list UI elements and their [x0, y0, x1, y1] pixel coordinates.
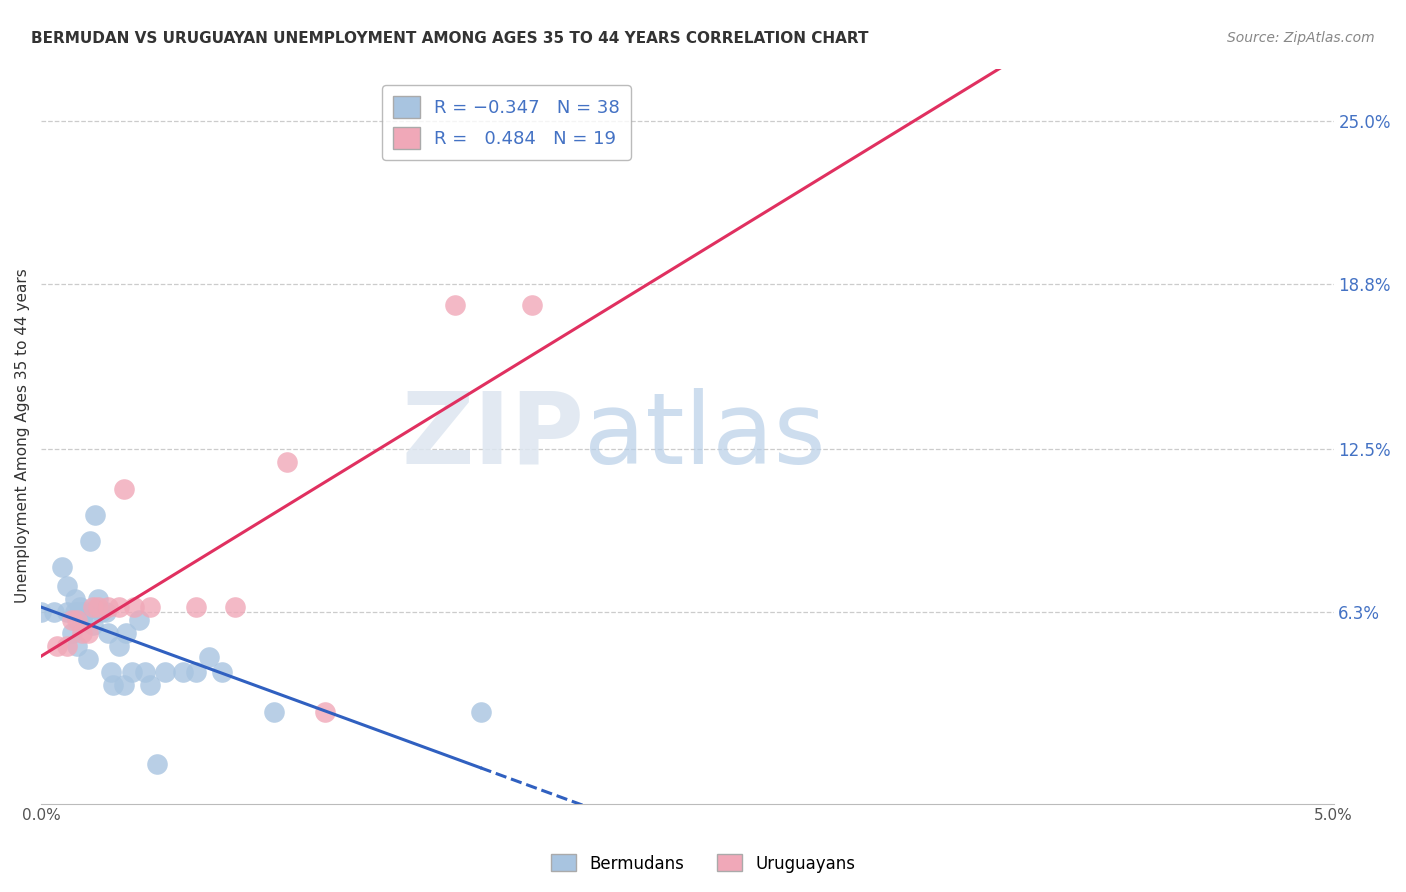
Point: [60, 613, 83, 627]
Point: [138, 678, 160, 692]
Point: [100, 665, 122, 680]
Point: [134, 665, 156, 680]
Point: [66, 639, 89, 653]
Point: [186, 599, 208, 614]
Legend: Bermudans, Uruguayans: Bermudans, Uruguayans: [544, 847, 862, 880]
Point: [79, 534, 101, 549]
Point: [522, 298, 544, 312]
Point: [56, 639, 79, 653]
Point: [107, 639, 129, 653]
Point: [97, 599, 120, 614]
Point: [314, 705, 336, 719]
Point: [69, 599, 91, 614]
Point: [82, 599, 104, 614]
Point: [51, 560, 73, 574]
Point: [138, 599, 160, 614]
Point: [56, 579, 79, 593]
Point: [72, 626, 94, 640]
Point: [115, 626, 138, 640]
Point: [66, 613, 89, 627]
Point: [121, 665, 143, 680]
Point: [172, 665, 194, 680]
Point: [30, 605, 52, 619]
Point: [112, 678, 135, 692]
Point: [45, 639, 67, 653]
Point: [112, 482, 135, 496]
Point: [87, 599, 110, 614]
Point: [153, 665, 176, 680]
Point: [76, 626, 98, 640]
Point: [443, 298, 465, 312]
Point: [107, 599, 129, 614]
Point: [211, 665, 233, 680]
Point: [128, 613, 150, 627]
Legend: R = −0.347   N = 38, R =   0.484   N = 19: R = −0.347 N = 38, R = 0.484 N = 19: [382, 85, 631, 160]
Point: [42, 605, 65, 619]
Point: [73, 605, 96, 619]
Point: [97, 626, 120, 640]
Point: [63, 605, 86, 619]
Point: [84, 508, 107, 522]
Point: [69, 605, 91, 619]
Point: [276, 455, 298, 469]
Point: [60, 626, 83, 640]
Point: [94, 605, 117, 619]
Point: [470, 705, 492, 719]
Text: BERMUDAN VS URUGUAYAN UNEMPLOYMENT AMONG AGES 35 TO 44 YEARS CORRELATION CHART: BERMUDAN VS URUGUAYAN UNEMPLOYMENT AMONG…: [31, 31, 869, 46]
Point: [72, 613, 94, 627]
Point: [263, 705, 285, 719]
Point: [76, 652, 98, 666]
Point: [87, 591, 110, 606]
Point: [82, 618, 104, 632]
Point: [122, 599, 145, 614]
Text: atlas: atlas: [583, 387, 825, 484]
Point: [103, 678, 125, 692]
Point: [63, 591, 86, 606]
Point: [146, 757, 169, 772]
Text: Source: ZipAtlas.com: Source: ZipAtlas.com: [1227, 31, 1375, 45]
Y-axis label: Unemployment Among Ages 35 to 44 years: Unemployment Among Ages 35 to 44 years: [15, 268, 30, 604]
Point: [186, 665, 208, 680]
Point: [90, 605, 112, 619]
Point: [198, 649, 221, 664]
Point: [224, 599, 246, 614]
Point: [56, 605, 79, 619]
Text: ZIP: ZIP: [401, 387, 583, 484]
